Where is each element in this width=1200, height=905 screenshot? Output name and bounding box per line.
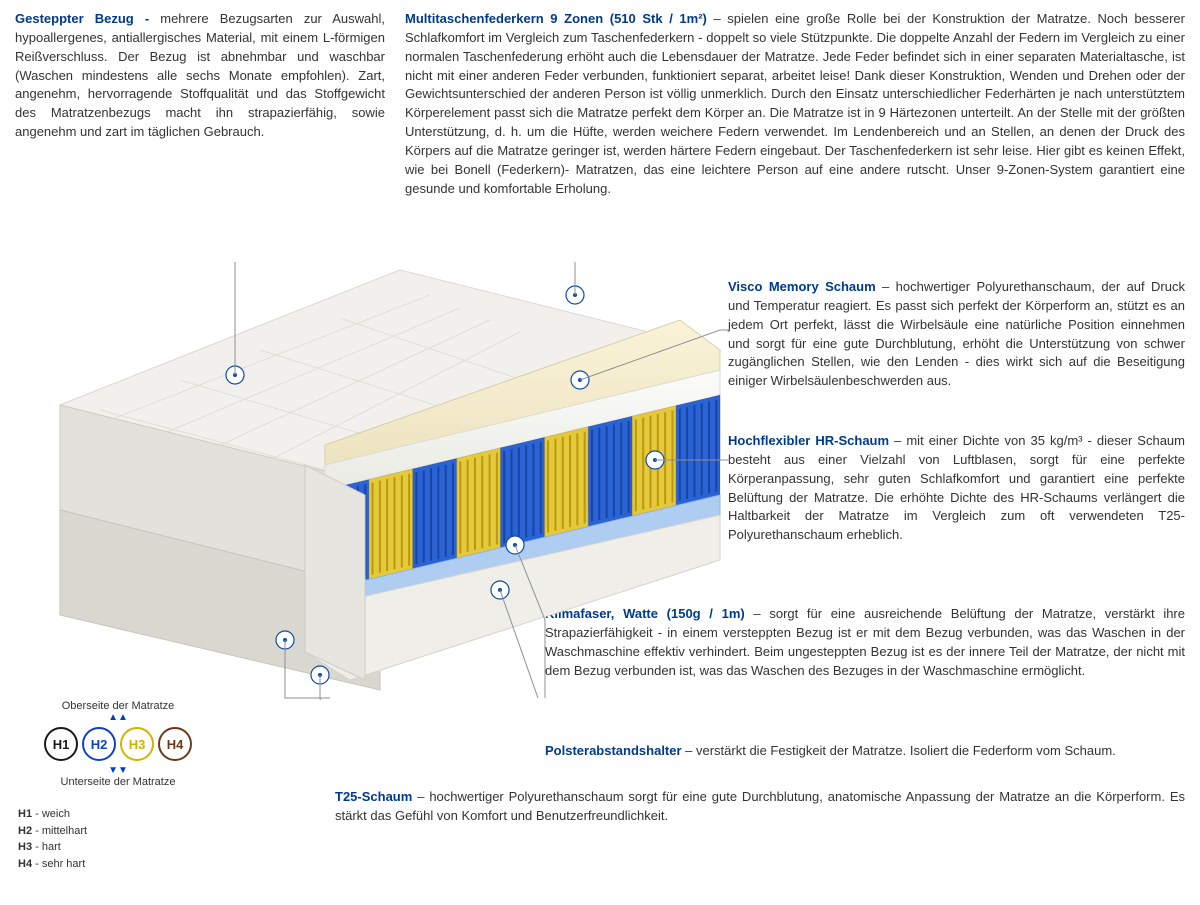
firmness-def: H2 - mittelhart xyxy=(18,823,218,840)
hr-section: Hochflexibler HR-Schaum – mit einer Dich… xyxy=(728,432,1185,545)
legend-definitions: H1 - weichH2 - mittelhartH3 - hartH4 - s… xyxy=(18,806,218,872)
cover-body: mehrere Bezugsarten zur Auswahl, hypoall… xyxy=(15,11,385,139)
springs-title: Multitaschenfederkern 9 Zonen (510 Stk /… xyxy=(405,11,713,26)
mattress-illustration xyxy=(20,260,740,700)
visco-title: Visco Memory Schaum xyxy=(728,279,882,294)
cover-title: Gesteppter Bezug - xyxy=(15,11,160,26)
firmness-circle-h4: H4 xyxy=(158,727,192,761)
visco-section: Visco Memory Schaum – hochwertiger Polyu… xyxy=(728,278,1185,391)
firmness-def: H3 - hart xyxy=(18,839,218,856)
t25-section: T25-Schaum – hochwertiger Polyurethansch… xyxy=(335,788,1185,826)
top-text-row: Gesteppter Bezug - mehrere Bezugsarten z… xyxy=(15,10,1185,198)
polster-section: Polsterabstandshalter – verstärkt die Fe… xyxy=(545,742,1185,761)
firmness-def: H1 - weich xyxy=(18,806,218,823)
springs-section: Multitaschenfederkern 9 Zonen (510 Stk /… xyxy=(405,10,1185,198)
polster-title: Polsterabstandshalter xyxy=(545,743,685,758)
visco-body: – hochwertiger Polyurethanschaum, der au… xyxy=(728,279,1185,388)
hr-body: – mit einer Dichte von 35 kg/m³ - dieser… xyxy=(728,433,1185,542)
firmness-circle-h2: H2 xyxy=(82,727,116,761)
firmness-circle-h1: H1 xyxy=(44,727,78,761)
legend-top-label: Oberseite der Matratze xyxy=(18,700,218,712)
t25-body: – hochwertiger Polyurethanschaum sorgt f… xyxy=(335,789,1185,823)
springs-body: – spielen eine große Rolle bei der Konst… xyxy=(405,11,1185,196)
legend-up-arrows: ▲▲ xyxy=(18,712,218,723)
legend-down-arrows: ▼▼ xyxy=(18,765,218,776)
cover-section: Gesteppter Bezug - mehrere Bezugsarten z… xyxy=(15,10,385,198)
firmness-def: H4 - sehr hart xyxy=(18,856,218,873)
firmness-legend: Oberseite der Matratze ▲▲ H1H2H3H4 ▼▼ Un… xyxy=(18,700,218,872)
t25-title: T25-Schaum xyxy=(335,789,417,804)
legend-circles: H1H2H3H4 xyxy=(18,727,218,761)
legend-bottom-label: Unterseite der Matratze xyxy=(18,776,218,788)
firmness-circle-h3: H3 xyxy=(120,727,154,761)
polster-body: – verstärkt die Festigkeit der Matratze.… xyxy=(685,743,1116,758)
hr-title: Hochflexibler HR-Schaum xyxy=(728,433,894,448)
